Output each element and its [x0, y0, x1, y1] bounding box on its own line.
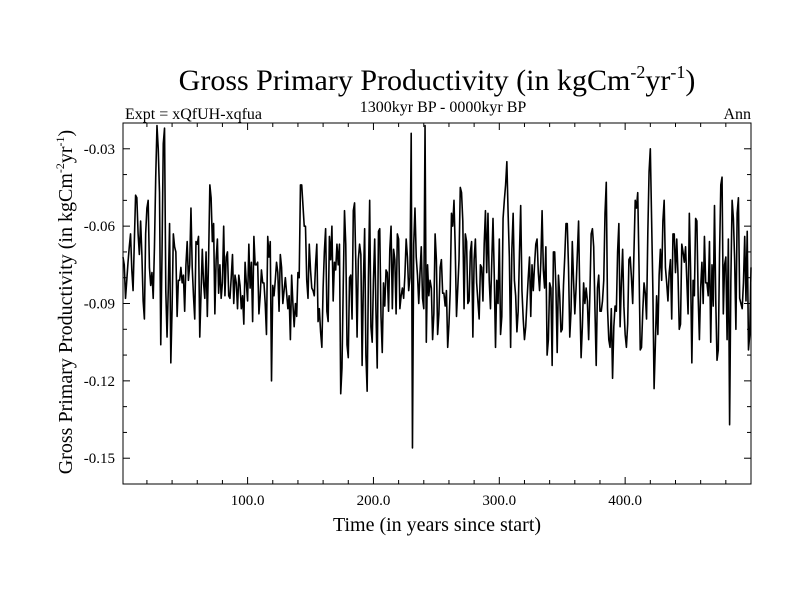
chart-title: Gross Primary Productivity (in kgCm-2yr-…	[179, 62, 696, 97]
subtitle-season: Ann	[723, 106, 751, 123]
x-axis-label: Time (in years since start)	[333, 514, 541, 536]
subtitle-experiment: Expt = xQfUH-xqfua	[125, 106, 262, 123]
y-tick-label: -0.12	[84, 374, 115, 390]
x-tick-label: 400.0	[608, 493, 642, 509]
x-tick-label: 200.0	[357, 493, 391, 509]
chart-title-superscript-1: -2	[630, 62, 645, 82]
chart-title-text: Gross Primary Productivity (in kgCm	[179, 64, 631, 97]
y-tick-label: -0.15	[84, 451, 115, 467]
y-axis-label-yr: yr	[55, 146, 77, 163]
chart-title-yr: yr	[645, 64, 670, 97]
chart-title-superscript-2: -1	[670, 62, 685, 82]
plot-frame	[122, 122, 752, 485]
y-axis-label: Gross Primary Productivity (in kgCm-2yr-…	[53, 130, 77, 474]
axis-ticks	[123, 122, 751, 485]
y-tick-labels: -0.15 -0.12 -0.09 -0.06 -0.03	[84, 142, 116, 467]
y-axis-label-text: Gross Primary Productivity (in kgCm	[55, 173, 77, 475]
x-tick-label: 300.0	[482, 493, 516, 509]
x-tick-label: 100.0	[231, 493, 265, 509]
series-line-0	[122, 124, 752, 449]
y-tick-label: -0.03	[84, 142, 115, 158]
subtitle-period: 1300kyr BP - 0000kyr BP	[360, 99, 527, 116]
x-tick-labels: 100.0 200.0 300.0 400.0	[231, 493, 642, 509]
y-axis-label-superscript-2: -1	[53, 136, 67, 146]
y-axis-label-close: )	[55, 130, 77, 137]
chart-title-close: )	[685, 64, 695, 97]
y-axis-label-superscript-1: -2	[53, 163, 67, 173]
y-tick-label: -0.09	[84, 297, 115, 313]
series-layer	[122, 124, 752, 449]
y-tick-label: -0.06	[84, 219, 116, 235]
